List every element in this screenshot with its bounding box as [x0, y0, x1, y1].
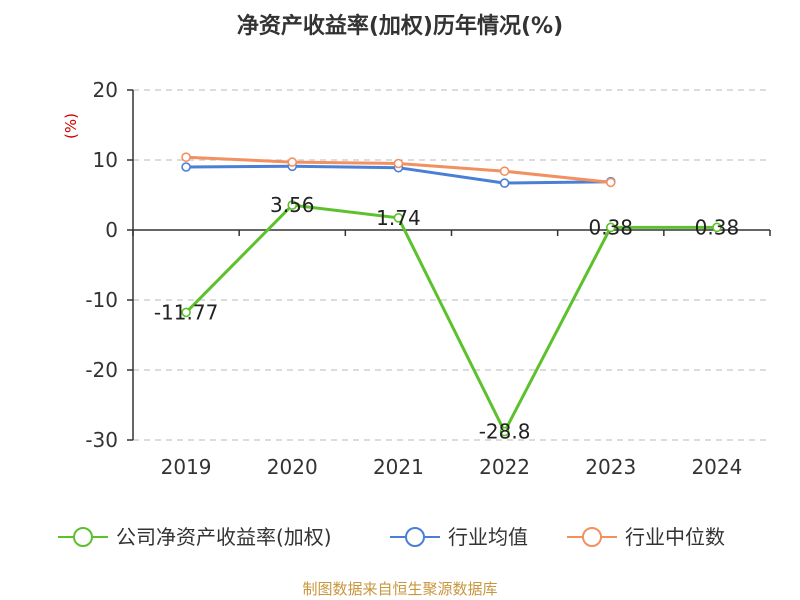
legend-label: 行业均值	[448, 525, 528, 549]
legend-label: 公司净资产收益率(加权)	[116, 525, 332, 549]
data-point	[393, 158, 404, 169]
y-tick-label: -20	[85, 358, 118, 382]
x-tick-label: 2020	[267, 455, 318, 479]
data-label: 3.56	[270, 193, 315, 217]
legend-marker	[73, 527, 93, 547]
data-point	[181, 162, 191, 172]
data-label: -28.8	[479, 420, 531, 444]
grid	[133, 89, 770, 441]
axes: 20 10 0 -10 -20 -30 2019 2020 2021 2022 2023 2024	[85, 78, 771, 479]
data-point	[499, 426, 510, 437]
legend-label: 行业中位数	[625, 525, 725, 549]
data-point	[181, 152, 191, 162]
y-tick-label: 0	[105, 218, 118, 242]
data-point	[712, 222, 722, 233]
data-labels: -11.77 3.56 1.74 -28.8 0.38 0.38	[154, 193, 739, 444]
data-point	[393, 213, 404, 223]
data-point	[287, 157, 298, 167]
y-tick-label: 20	[93, 78, 118, 102]
y-tick-label: -30	[85, 428, 118, 452]
series-line	[185, 203, 717, 434]
x-tick-label: 2021	[373, 455, 424, 479]
data-point	[605, 177, 616, 188]
data-point	[181, 307, 191, 318]
legend: 公司净资产收益率(加权) 行业均值 行业中位数	[58, 525, 725, 549]
data-point	[499, 178, 510, 188]
data-label: 0.38	[695, 215, 740, 239]
x-tick-label: 2023	[585, 455, 636, 479]
data-point	[499, 166, 510, 176]
data-point	[605, 222, 616, 233]
x-tick-label: 2022	[479, 455, 530, 479]
legend-marker	[405, 527, 425, 547]
data-label: -11.77	[154, 300, 218, 324]
chart-title: 净资产收益率(加权)历年情况(%)	[237, 13, 563, 39]
data-label: 0.38	[588, 215, 633, 239]
source-note: 制图数据来自恒生聚源数据库	[302, 580, 497, 598]
series-group	[181, 152, 722, 437]
x-tick-label: 2024	[691, 455, 742, 479]
legend-marker	[582, 527, 602, 547]
y-tick-label: 10	[93, 148, 118, 172]
y-axis-unit: (%)	[62, 113, 80, 139]
data-label: 1.74	[376, 206, 421, 230]
data-point	[287, 200, 298, 210]
y-tick-label: -10	[85, 288, 118, 312]
x-tick-label: 2019	[161, 455, 212, 479]
